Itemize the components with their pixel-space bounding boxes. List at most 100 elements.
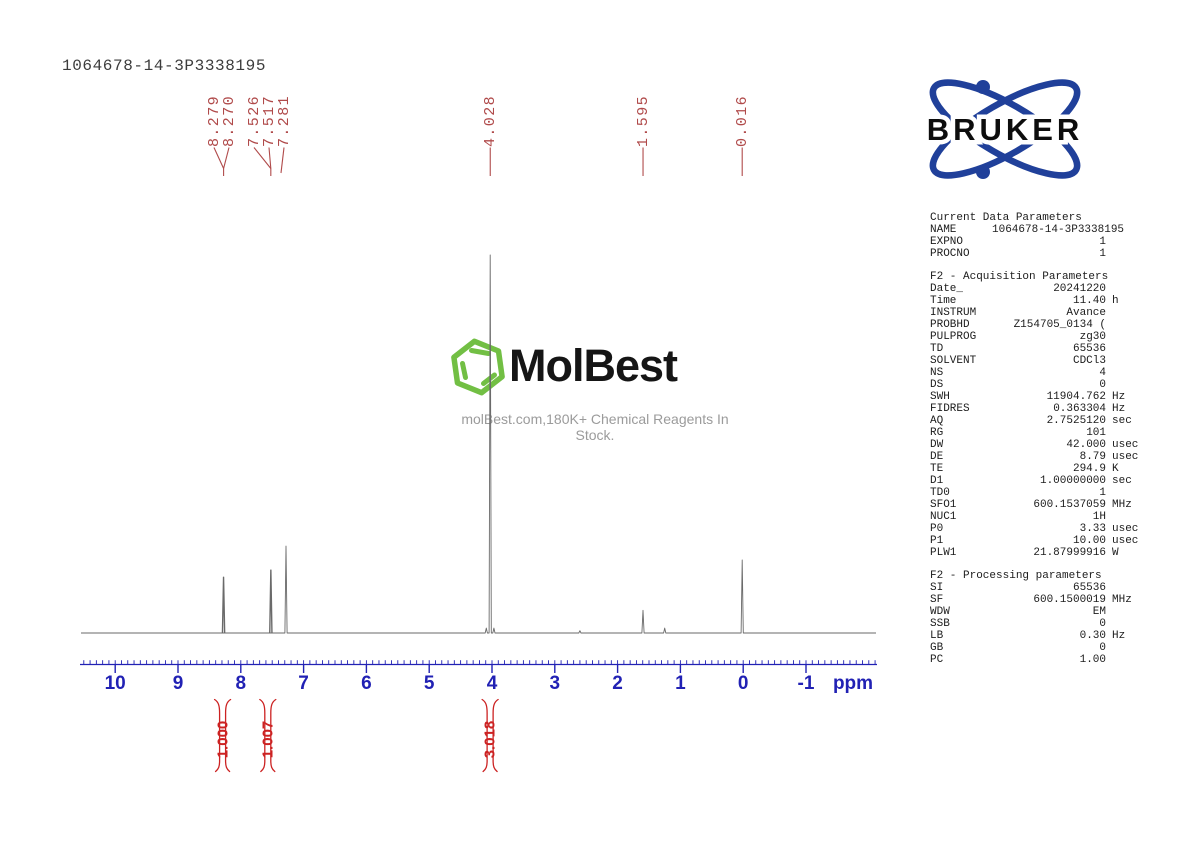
parameter-value: EM bbox=[1092, 606, 1106, 618]
parameter-row: P0 3.33 usec bbox=[930, 523, 1148, 535]
parameter-unit: sec bbox=[1112, 415, 1132, 427]
spectrum-trace bbox=[81, 254, 876, 634]
parameter-name: SOLVENT bbox=[930, 355, 977, 367]
bruker-logo: BRUKER bbox=[922, 79, 1084, 179]
parameter-value: 4 bbox=[1099, 367, 1106, 379]
parameter-value: 11.40 bbox=[1072, 295, 1106, 307]
parameter-value: 0.363304 bbox=[1053, 403, 1106, 415]
parameter-unit: usec bbox=[1112, 535, 1139, 547]
parameter-row: PULPROG zg30 bbox=[930, 331, 1148, 343]
parameter-row: DW 42.000 usec bbox=[930, 439, 1148, 451]
molbest-brand-text: MolBest bbox=[509, 340, 678, 391]
parameter-value: 1.00000000 bbox=[1039, 475, 1106, 487]
parameter-row: SF 600.1500019 MHz bbox=[930, 594, 1148, 606]
bruker-dot-top bbox=[976, 80, 990, 94]
parameter-row: FIDRES 0.363304 Hz bbox=[930, 403, 1148, 415]
parameter-value: 101 bbox=[1086, 427, 1106, 439]
parameter-value: 600.1500019 bbox=[1033, 594, 1106, 606]
parameter-row: Time 11.40 h bbox=[930, 295, 1148, 307]
parameter-name: PROCNO bbox=[930, 248, 970, 260]
parameter-value: Avance bbox=[1066, 307, 1106, 319]
parameter-name: NUC1 bbox=[930, 511, 957, 523]
parameter-row: SFO1 600.1537059 MHz bbox=[930, 499, 1148, 511]
parameter-unit: W bbox=[1112, 547, 1119, 559]
parameter-name: P0 bbox=[930, 523, 944, 535]
peak-connector-line bbox=[223, 147, 230, 169]
parameter-name: TD0 bbox=[930, 487, 950, 499]
parameter-row: P1 10.00 usec bbox=[930, 535, 1148, 547]
parameter-name: TD bbox=[930, 343, 944, 355]
parameter-name: PLW1 bbox=[930, 547, 957, 559]
parameter-value: 0 bbox=[1099, 379, 1106, 391]
parameter-name: DS bbox=[930, 379, 944, 391]
parameter-value: 1 bbox=[1099, 236, 1106, 248]
parameter-name: FIDRES bbox=[930, 403, 970, 415]
parameter-row: Date_ 20241220 bbox=[930, 283, 1148, 295]
parameter-row: TD 65536 bbox=[930, 343, 1148, 355]
parameter-name: DW bbox=[930, 439, 944, 451]
parameter-row: LB 0.30 Hz bbox=[930, 630, 1148, 642]
parameter-row: SSB 0 bbox=[930, 618, 1148, 630]
parameter-group: F2 - Acquisition Parameters Date_ 20241220… bbox=[930, 271, 1148, 559]
parameter-name: NS bbox=[930, 367, 944, 379]
parameter-name: P1 bbox=[930, 535, 944, 547]
parameter-value: 1 bbox=[1099, 248, 1106, 260]
parameter-group-title: F2 - Processing parameters bbox=[930, 570, 1102, 582]
parameter-name: NAME bbox=[930, 224, 957, 236]
parameter-value: 3.33 bbox=[1079, 523, 1106, 535]
peak-connector-line bbox=[268, 147, 272, 169]
parameter-group: Current Data Parameters NAME 1064678-14-3P… bbox=[930, 212, 1148, 260]
parameter-name: LB bbox=[930, 630, 944, 642]
bruker-dot-bottom bbox=[976, 165, 990, 179]
parameter-row: TD0 1 bbox=[930, 487, 1148, 499]
parameter-row: PROBHD Z154705_0134 ( bbox=[930, 319, 1148, 331]
parameter-name: SWH bbox=[930, 391, 950, 403]
parameter-unit: sec bbox=[1112, 475, 1132, 487]
peak-connector-line bbox=[280, 147, 285, 174]
parameter-value: 1.00 bbox=[1079, 654, 1106, 666]
peak-connector-line bbox=[253, 147, 272, 169]
parameter-value: 600.1537059 bbox=[1033, 499, 1106, 511]
parameter-name: Time bbox=[930, 295, 957, 307]
parameter-name: GB bbox=[930, 642, 944, 654]
parameter-name: SI bbox=[930, 582, 944, 594]
parameter-name: RG bbox=[930, 427, 944, 439]
parameter-unit: usec bbox=[1112, 451, 1139, 463]
parameter-value: 1 bbox=[1099, 487, 1106, 499]
bruker-wordmark: BRUKER bbox=[927, 112, 1084, 147]
parameter-value: Z154705_0134 ( bbox=[1013, 319, 1106, 331]
parameter-value: 1H bbox=[1092, 511, 1106, 523]
parameter-group-title: F2 - Acquisition Parameters bbox=[930, 271, 1109, 283]
parameter-value: 20241220 bbox=[1053, 283, 1106, 295]
molbest-tagline: molBest.com,180K+ Chemical Reagents In S… bbox=[461, 411, 729, 443]
parameter-value: 65536 bbox=[1072, 582, 1106, 594]
parameter-row: DE 8.79 usec bbox=[930, 451, 1148, 463]
parameter-value: 0 bbox=[1099, 618, 1106, 630]
parameter-row: NS 4 bbox=[930, 367, 1148, 379]
parameter-row: SWH 11904.762 Hz bbox=[930, 391, 1148, 403]
parameter-name: EXPNO bbox=[930, 236, 964, 248]
parameter-unit: Hz bbox=[1112, 403, 1126, 415]
parameter-row: PROCNO 1 bbox=[930, 248, 1148, 260]
parameter-name: PULPROG bbox=[930, 331, 977, 343]
parameter-row: D1 1.00000000 sec bbox=[930, 475, 1148, 487]
parameter-unit: h bbox=[1112, 295, 1119, 307]
integral-bracket bbox=[213, 698, 232, 773]
parameter-value: 294.9 bbox=[1072, 463, 1106, 475]
parameter-name: SSB bbox=[930, 618, 950, 630]
parameter-unit: usec bbox=[1112, 439, 1139, 451]
parameter-row: SOLVENT CDCl3 bbox=[930, 355, 1148, 367]
parameter-row: PLW1 21.87999916 W bbox=[930, 547, 1148, 559]
parameter-name: PROBHD bbox=[930, 319, 970, 331]
parameter-row: AQ 2.7525120 sec bbox=[930, 415, 1148, 427]
parameter-row: TE 294.9 K bbox=[930, 463, 1148, 475]
parameter-group-title: Current Data Parameters bbox=[930, 212, 1082, 224]
parameter-value: 0.30 bbox=[1079, 630, 1106, 642]
parameter-value: CDCl3 bbox=[1072, 355, 1106, 367]
parameter-value: 11904.762 bbox=[1046, 391, 1106, 403]
parameter-row: DS 0 bbox=[930, 379, 1148, 391]
parameter-unit: Hz bbox=[1112, 391, 1126, 403]
